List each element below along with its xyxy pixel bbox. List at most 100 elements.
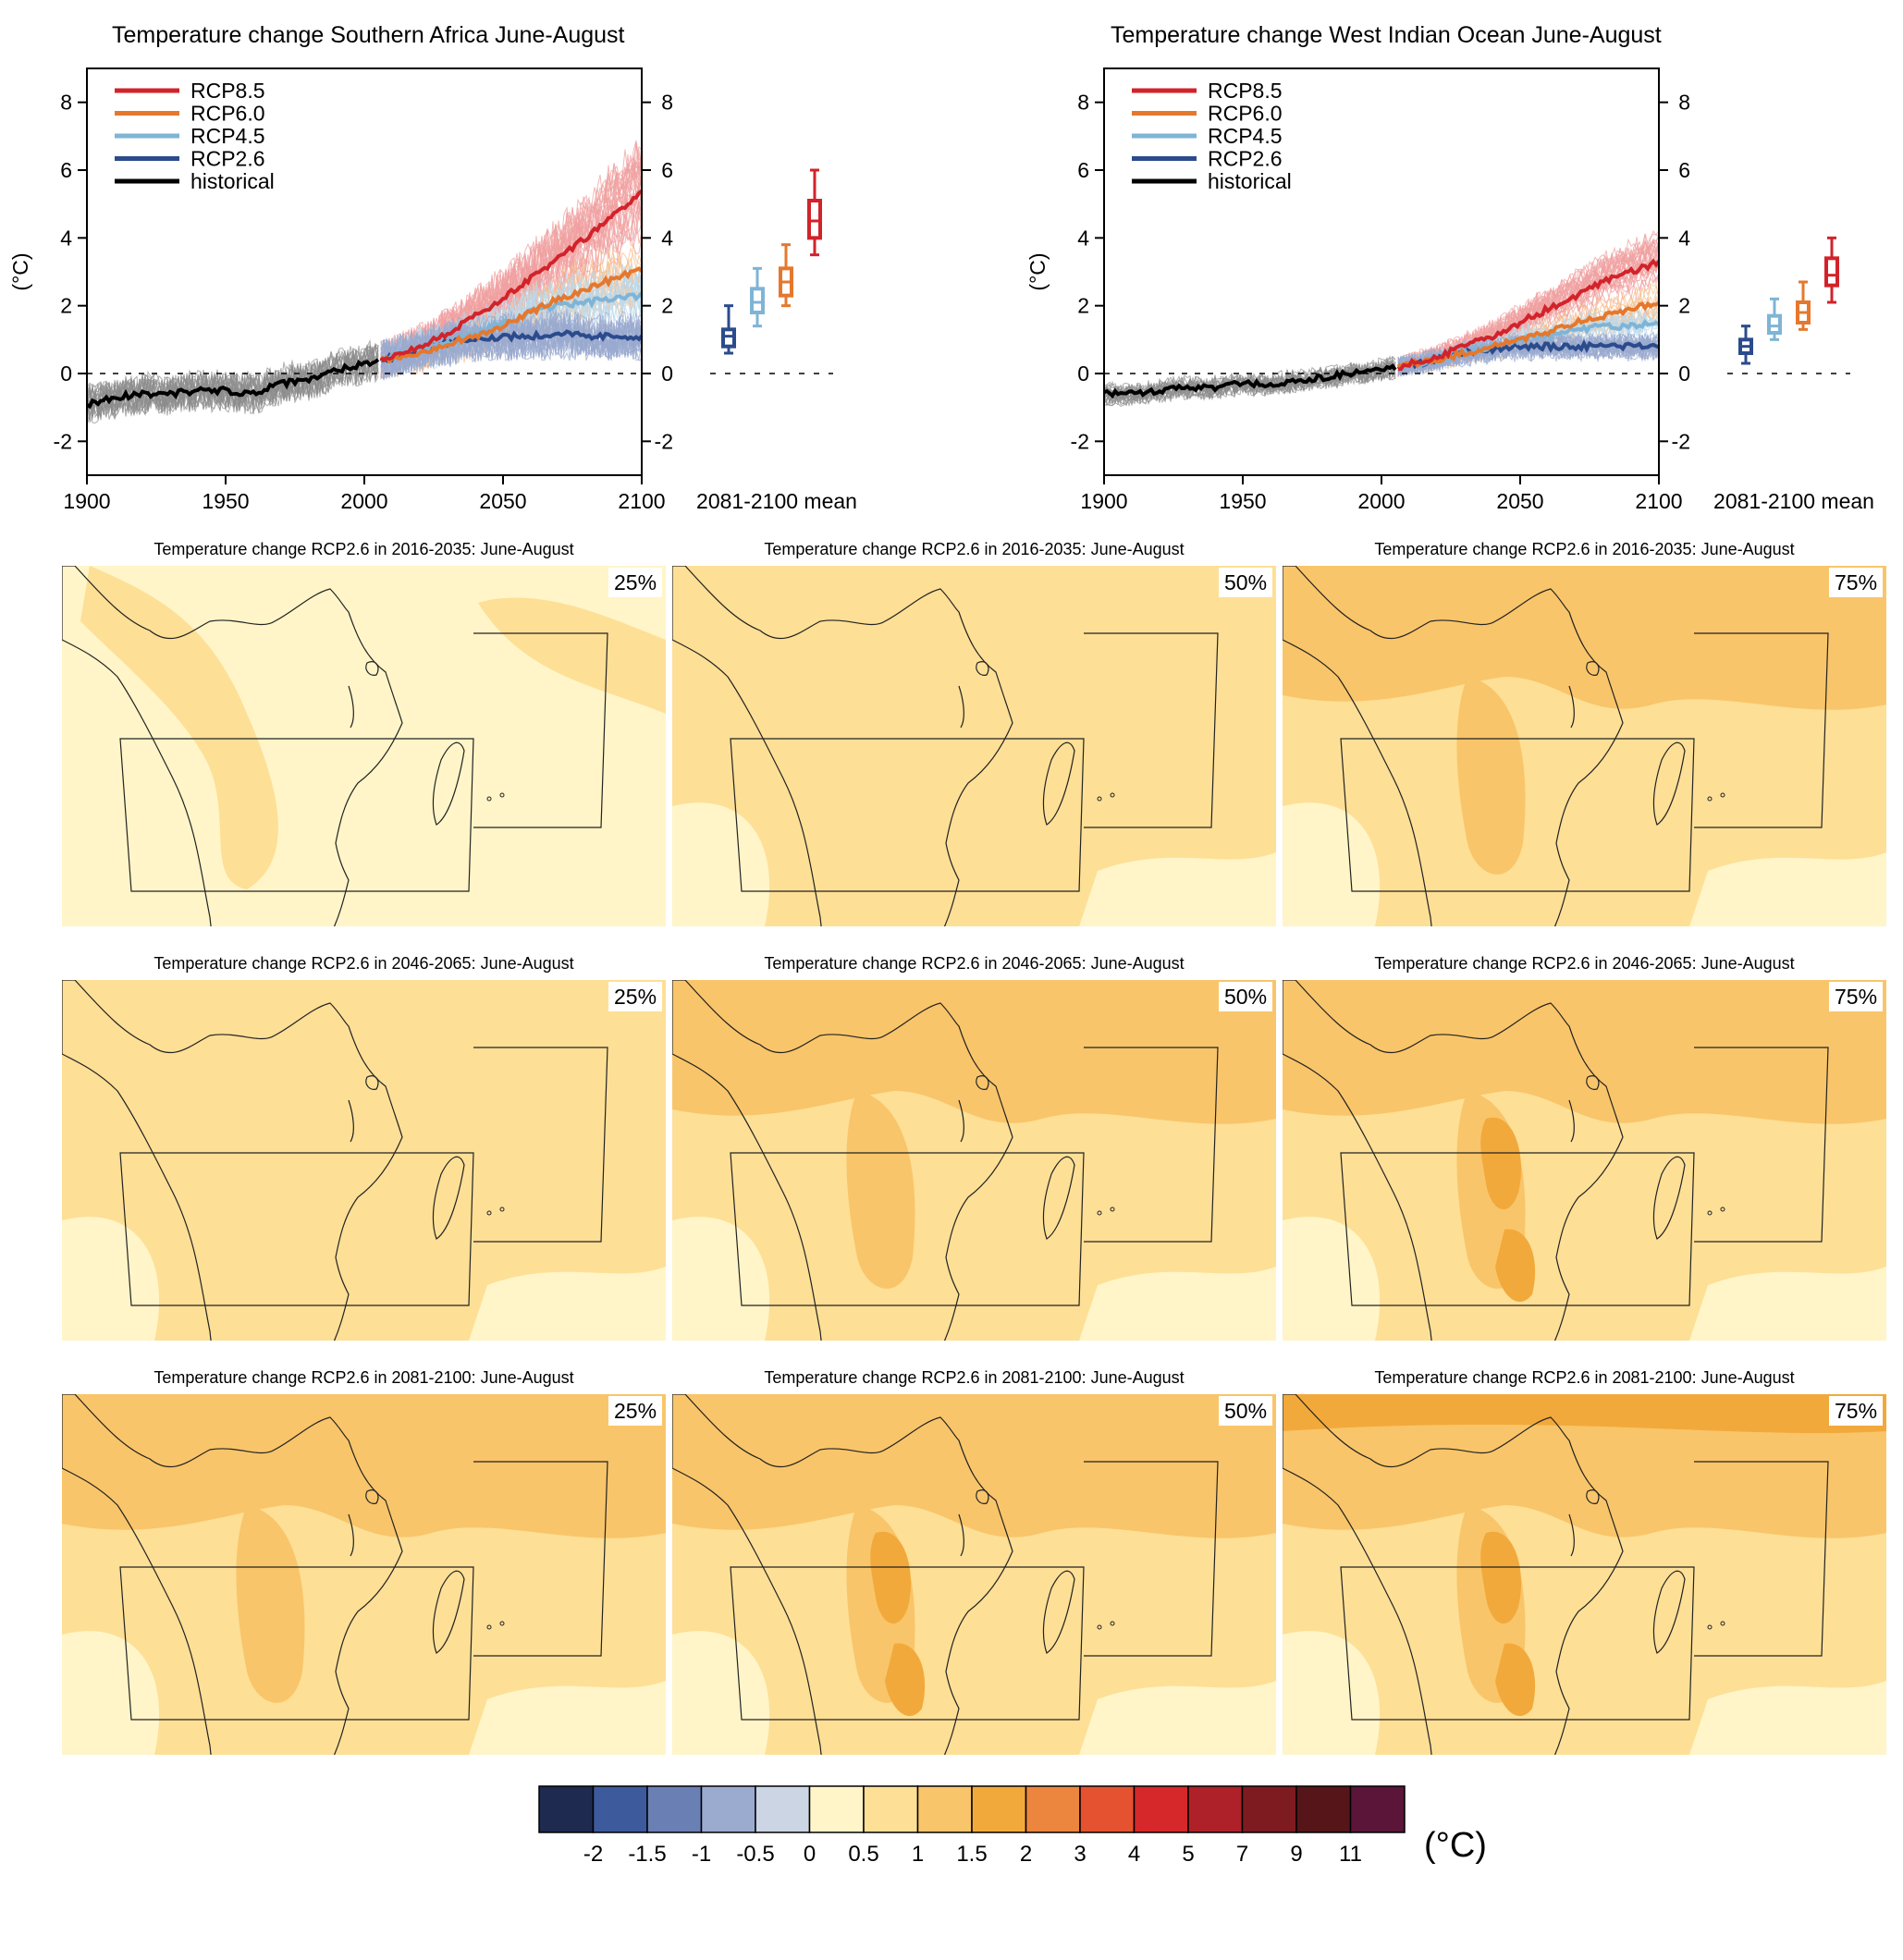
map-panel-r1-c2 <box>672 566 1276 926</box>
cool-patch <box>62 1217 160 1341</box>
warming-patch <box>1283 566 1886 710</box>
legend-label: historical <box>190 169 275 193</box>
boxplot-rcp45 <box>750 266 765 328</box>
colorbar-swatch <box>971 1785 1027 1833</box>
box-iqr <box>1824 256 1839 288</box>
historical-mean-line <box>1104 363 1397 399</box>
colorbar-swatch <box>1079 1785 1136 1833</box>
southern-africa-region-box <box>1340 738 1695 892</box>
rcp85-member-line <box>380 140 642 370</box>
island <box>1097 796 1102 802</box>
timeseries-chart-west-indian-ocean: 8 8 6 6 4 4 2 2 0 0 -2 -2 1900 1950 2000 2050 2100 (°C) RC… <box>1025 67 1874 513</box>
colorbar-swatch <box>1349 1785 1406 1833</box>
colorbar-tick-label: 4 <box>1127 1842 1141 1867</box>
cool-patch <box>1283 1631 1381 1755</box>
boxplot-rcp60 <box>1796 280 1811 331</box>
y-tick-label-right: 0 <box>1678 361 1690 386</box>
timeseries-chart-southern-africa: 8 8 6 6 4 4 2 2 0 0 -2 -2 1900 1950 2000 2050 2100 (°C) RC… <box>8 67 857 513</box>
madagascar-coastline <box>1652 1570 1686 1654</box>
lake-outline <box>1568 685 1575 729</box>
map-title: Temperature change RCP2.6 in 2046-2065: … <box>153 954 574 973</box>
island <box>1707 1210 1713 1216</box>
y-tick-label-right: 2 <box>1678 294 1690 318</box>
y-tick-label-right: 0 <box>661 361 673 386</box>
y-tick-label: 8 <box>60 91 72 115</box>
x-tick-label: 2100 <box>1635 489 1682 513</box>
madagascar-coastline <box>432 1156 465 1240</box>
plot-area <box>87 140 642 425</box>
map-panel-r1-c1 <box>62 566 666 926</box>
map-panel-r3-c2 <box>672 1394 1276 1755</box>
y-tick-label-right: 8 <box>1678 91 1690 115</box>
colorbar-swatch <box>592 1785 648 1833</box>
colorbar-tick-label: 1.5 <box>956 1842 988 1867</box>
map-title: Temperature change RCP2.6 in 2046-2065: … <box>764 954 1185 973</box>
y-tick-label: -2 <box>54 429 72 453</box>
island <box>1707 1624 1713 1630</box>
africa-coastline <box>1283 1394 1624 1755</box>
lake-outline <box>1568 1099 1575 1143</box>
colorbar-tick-label: 1 <box>911 1842 925 1867</box>
warming-patch <box>1283 980 1886 1124</box>
warming-patch <box>846 1091 915 1289</box>
warming-patch <box>672 980 1276 1124</box>
madagascar-coastline <box>1042 1156 1075 1240</box>
legend-label: RCP4.5 <box>1208 124 1283 148</box>
west-indian-ocean-region-box <box>1694 1461 1829 1657</box>
hot-patch <box>870 1531 912 1624</box>
colorbar-swatch <box>916 1785 973 1833</box>
y-tick-label: 6 <box>60 158 72 182</box>
west-indian-ocean-region-box <box>473 632 608 828</box>
legend-label: RCP8.5 <box>1208 79 1283 103</box>
percentile-label: 25% <box>608 982 663 1011</box>
warming-patch <box>80 566 278 889</box>
cool-patch <box>1689 1267 1886 1341</box>
y-axis-label: (°C) <box>8 252 32 290</box>
lake-outline <box>348 1099 354 1143</box>
africa-coastline <box>672 980 1013 1341</box>
map-title: Temperature change RCP2.6 in 2016-2035: … <box>1374 540 1795 558</box>
cool-patch <box>1283 1217 1381 1341</box>
cool-patch <box>672 1631 770 1755</box>
island <box>499 1207 505 1212</box>
colorbar-swatch <box>755 1785 811 1833</box>
warming-patch <box>478 597 666 714</box>
west-indian-ocean-region-box <box>473 1461 608 1657</box>
island <box>1720 1621 1725 1626</box>
y-tick-label: 2 <box>1077 294 1089 318</box>
box-iqr <box>750 287 765 315</box>
colorbar-swatch <box>1187 1785 1244 1833</box>
y-tick-label: 4 <box>1077 226 1089 250</box>
x-tick-label: 2050 <box>479 489 526 513</box>
map-panel-r3-c1 <box>62 1394 666 1755</box>
boxplot-rcp85 <box>1824 236 1839 304</box>
africa-coastline <box>62 566 403 926</box>
percentile-label: 75% <box>1829 1396 1884 1426</box>
colorbar-swatch <box>1025 1785 1081 1833</box>
hot-patch <box>1283 1394 1886 1434</box>
lake-outline <box>976 1075 989 1090</box>
y-tick-label: 4 <box>60 226 72 250</box>
africa-coastline <box>62 980 403 1341</box>
colorbar-swatch <box>808 1785 865 1833</box>
rcp45-member-line <box>1397 305 1659 374</box>
cool-patch <box>1079 1267 1276 1341</box>
colorbar-tick-label: -1.5 <box>628 1842 667 1867</box>
hot-patch <box>1495 1229 1536 1303</box>
y-tick-label-right: -2 <box>655 429 673 453</box>
rcp26-member-line <box>380 317 642 374</box>
box-axis-label: 2081-2100 mean <box>1713 489 1874 513</box>
y-axis-label: (°C) <box>1025 252 1050 290</box>
africa-coastline <box>1283 980 1624 1341</box>
legend-label: RCP6.0 <box>1208 102 1283 126</box>
lake-outline <box>1586 1075 1600 1090</box>
colorbar-tick-label: 7 <box>1235 1842 1249 1867</box>
map-title: Temperature change RCP2.6 in 2081-2100: … <box>1374 1368 1795 1387</box>
percentile-label: 25% <box>608 568 663 597</box>
legend-label: RCP6.0 <box>190 102 265 126</box>
y-tick-label-right: 6 <box>1678 158 1690 182</box>
percentile-label: 50% <box>1219 982 1273 1011</box>
rcp85-member-line <box>1397 234 1659 372</box>
island <box>1110 1207 1115 1212</box>
box-iqr <box>1767 313 1782 335</box>
